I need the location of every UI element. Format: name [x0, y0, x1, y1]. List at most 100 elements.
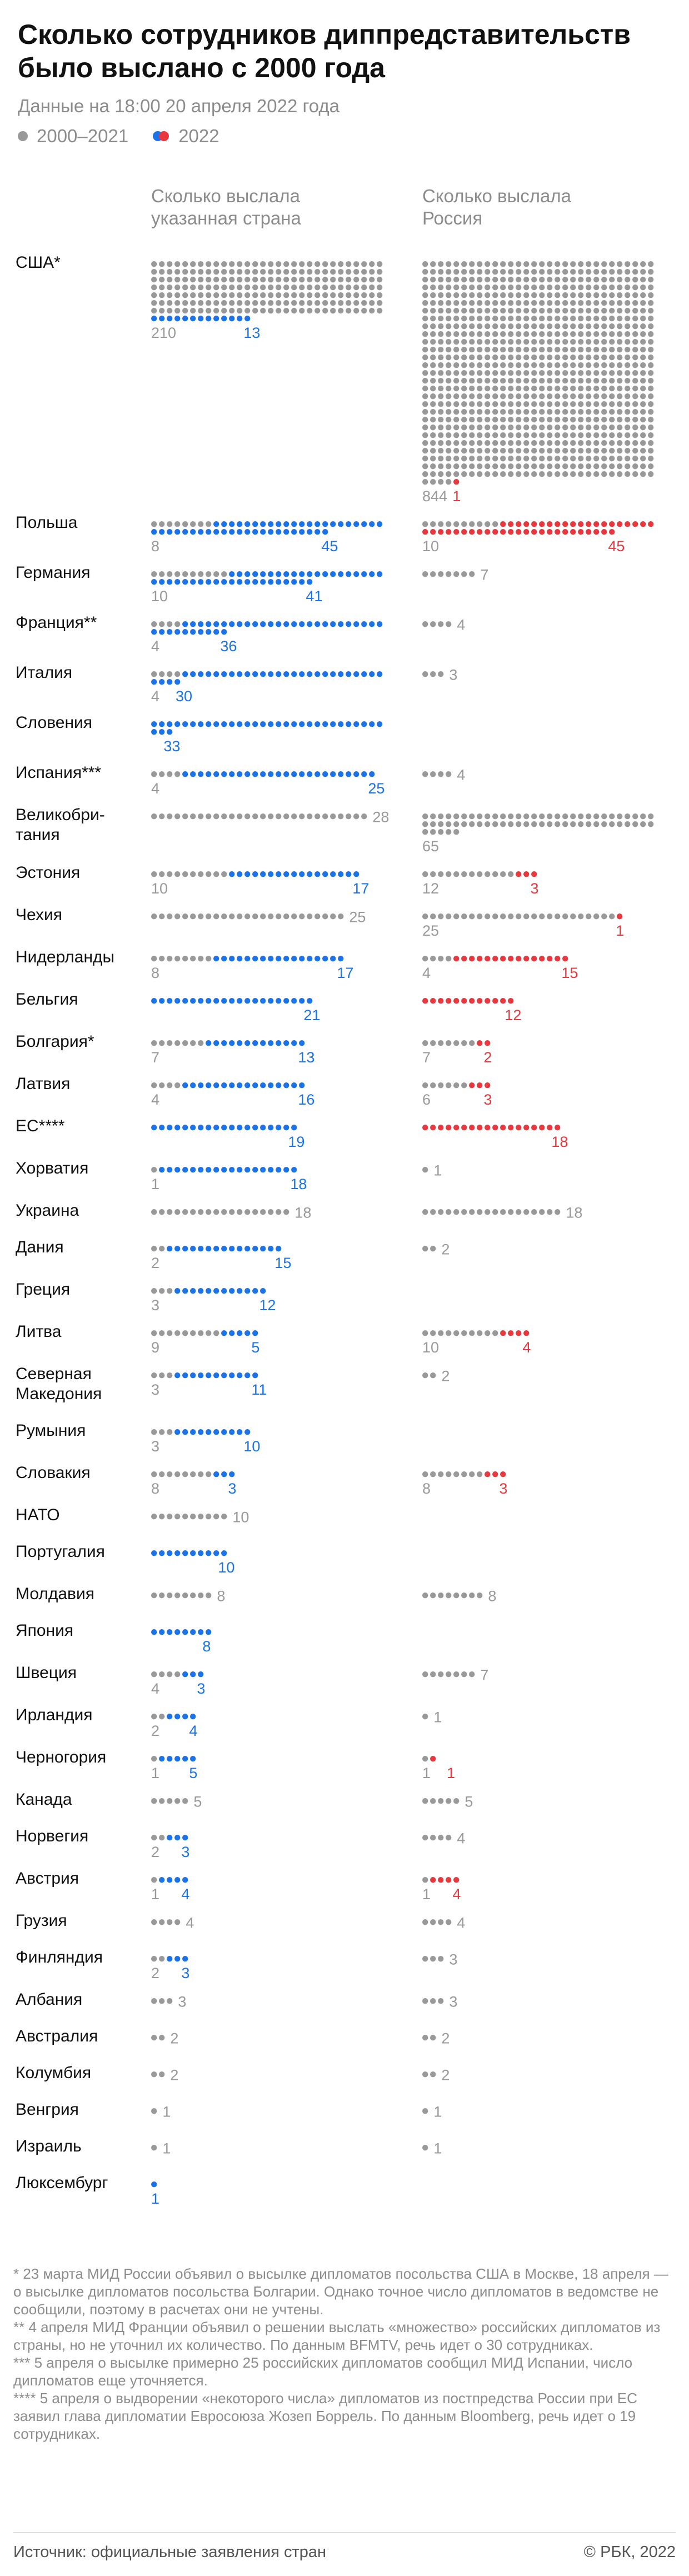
dot-2000-2021	[159, 521, 165, 527]
left-португалия-new-value: 10	[218, 1559, 234, 1576]
dot-2022	[268, 521, 274, 527]
dot-2000-2021	[508, 347, 514, 353]
dot-2000-2021	[174, 771, 181, 777]
expelled-by-люксембург	[151, 2181, 157, 2188]
left-сша-old-value: 210	[151, 325, 176, 341]
dot-2000-2021	[648, 347, 654, 353]
country-label-ирландия: Ирландия	[16, 1706, 93, 1724]
dot-2000-2021	[617, 471, 623, 477]
dot-2022	[190, 579, 196, 585]
dot-2000-2021	[500, 417, 506, 423]
dot-2000-2021	[617, 378, 623, 384]
country-label-нато: НАТО	[16, 1506, 60, 1524]
dot-2022	[182, 1756, 188, 1762]
dot-2000-2021	[492, 1209, 498, 1215]
dot-2000-2021	[625, 316, 631, 322]
dot-2000-2021	[260, 1209, 266, 1215]
dot-2000-2021	[555, 292, 561, 298]
left-германия-new-value: 41	[306, 588, 322, 605]
dot-2000-2021	[640, 448, 646, 454]
dot-2000-2021	[632, 432, 638, 438]
dot-2022	[252, 721, 258, 727]
dot-2022	[276, 621, 282, 627]
dot-2022	[322, 956, 328, 962]
dot-2000-2021	[159, 1998, 165, 2004]
expelled-by-russia-албания	[422, 1998, 444, 2004]
dot-2022	[221, 998, 227, 1004]
dot-2000-2021	[625, 277, 631, 283]
dot-2000-2021	[422, 432, 428, 438]
dot-2000-2021	[422, 1877, 428, 1883]
dot-2022	[206, 998, 212, 1004]
dot-2000-2021	[523, 913, 530, 920]
dot-2000-2021	[578, 370, 584, 376]
dot-2000-2021	[438, 409, 444, 415]
dot-2000-2021	[221, 913, 227, 920]
dot-2000-2021	[422, 308, 428, 314]
dot-2000-2021	[477, 913, 483, 920]
dot-2022	[213, 721, 219, 727]
dot-2000-2021	[252, 913, 258, 920]
dot-2000-2021	[469, 871, 475, 877]
dot-2022	[508, 529, 514, 535]
dot-2000-2021	[422, 261, 428, 267]
dot-2000-2021	[578, 425, 584, 431]
dot-2000-2021	[167, 521, 173, 527]
dot-2000-2021	[492, 284, 498, 291]
dot-2000-2021	[338, 308, 344, 314]
dot-2000-2021	[640, 440, 646, 446]
dot-2022	[291, 579, 297, 585]
dot-2000-2021	[531, 300, 537, 306]
dot-2000-2021	[586, 292, 592, 298]
dot-2000-2021	[422, 269, 428, 275]
dot-2022	[268, 771, 274, 777]
dot-2000-2021	[461, 1330, 467, 1336]
dot-2022	[578, 529, 584, 535]
dot-2000-2021	[198, 1592, 204, 1599]
dot-2022	[206, 629, 212, 635]
dot-2000-2021	[346, 300, 352, 306]
dot-2000-2021	[547, 409, 553, 415]
dot-2000-2021	[174, 300, 181, 306]
dot-2000-2021	[299, 277, 305, 283]
dot-2000-2021	[601, 339, 607, 345]
dot-2000-2021	[492, 269, 498, 275]
dot-2022	[539, 956, 545, 962]
dot-2000-2021	[485, 308, 491, 314]
legend-new-label: 2022	[178, 126, 219, 146]
dot-2000-2021	[516, 393, 522, 400]
expelled-by-румыния	[151, 1429, 251, 1435]
dot-2022	[531, 956, 537, 962]
dot-2000-2021	[593, 362, 600, 368]
dot-2000-2021	[206, 1592, 212, 1599]
dot-2022	[244, 1330, 251, 1336]
dot-2000-2021	[632, 362, 638, 368]
left-дания-new-value: 15	[274, 1255, 291, 1271]
right-ирландия-old-value: 1	[433, 1709, 442, 1725]
dot-2022	[299, 621, 305, 627]
dot-2000-2021	[516, 417, 522, 423]
dot-2000-2021	[430, 1671, 436, 1678]
dot-2000-2021	[159, 1288, 165, 1294]
left-финляндия-new-value: 3	[181, 1965, 189, 1981]
dot-2000-2021	[276, 813, 282, 820]
dot-2000-2021	[523, 471, 530, 477]
dot-2000-2021	[500, 277, 506, 283]
dot-2000-2021	[625, 425, 631, 431]
dot-2000-2021	[570, 308, 576, 314]
dot-2000-2021	[438, 1082, 444, 1089]
dot-2000-2021	[159, 1209, 165, 1215]
dot-2000-2021	[159, 671, 165, 677]
dot-2000-2021	[578, 308, 584, 314]
dot-2000-2021	[453, 425, 460, 431]
right-черногория-new-value: 1	[447, 1765, 455, 1781]
dot-2000-2021	[632, 339, 638, 345]
dot-2022	[307, 621, 313, 627]
dot-2000-2021	[586, 308, 592, 314]
dot-2000-2021	[361, 277, 367, 283]
dot-2000-2021	[632, 284, 638, 291]
dot-2022	[299, 771, 305, 777]
dot-2000-2021	[438, 1471, 444, 1477]
dot-2022	[531, 521, 537, 527]
right-северная-македония-old-value: 2	[441, 1367, 450, 1384]
